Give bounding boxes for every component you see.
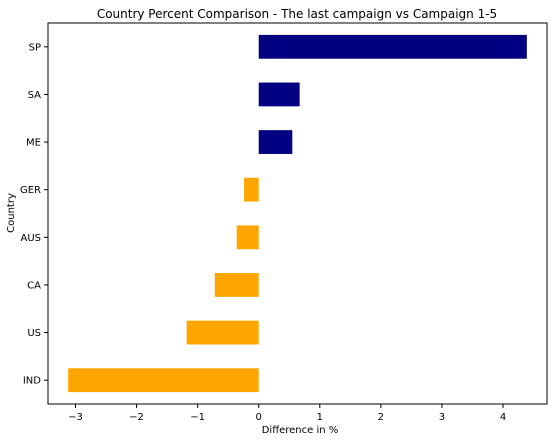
- y-axis: IND US CA AUS GER ME SA SP: [20, 42, 48, 387]
- x-tick-label: −3: [68, 412, 83, 423]
- bar-me: [258, 130, 293, 154]
- y-axis-title: Country: [6, 193, 17, 233]
- y-tick-label: IND: [23, 376, 41, 387]
- bar-aus: [236, 225, 259, 250]
- bar-ger: [244, 177, 259, 202]
- x-tick-label: 2: [378, 412, 384, 423]
- y-tick-label: SP: [29, 42, 41, 53]
- x-axis-title: Difference in %: [262, 425, 339, 436]
- y-tick-label: SA: [28, 90, 42, 101]
- x-tick-label: −2: [129, 412, 144, 423]
- chart-title: Country Percent Comparison - The last ca…: [97, 7, 497, 21]
- x-tick-label: −1: [190, 412, 205, 423]
- x-axis: −3 −2 −1 0 1 2 3 4: [68, 404, 506, 423]
- bar-ca: [214, 273, 259, 297]
- bar-sp: [258, 34, 527, 59]
- x-tick-label: 1: [317, 412, 323, 423]
- y-tick-label: GER: [20, 185, 41, 196]
- x-tick-label: 3: [439, 412, 445, 423]
- y-tick-label: ME: [26, 138, 41, 149]
- y-tick-label: US: [27, 328, 41, 339]
- plot-area-frame: [47, 22, 548, 405]
- bars-group: [68, 34, 527, 393]
- x-tick-label: 0: [256, 412, 262, 423]
- y-tick-label: CA: [27, 280, 41, 291]
- x-tick-label: 4: [500, 412, 506, 423]
- bar-sa: [258, 82, 300, 107]
- y-tick-label: AUS: [20, 233, 41, 244]
- bar-ind: [68, 368, 259, 393]
- bar-us: [186, 320, 259, 345]
